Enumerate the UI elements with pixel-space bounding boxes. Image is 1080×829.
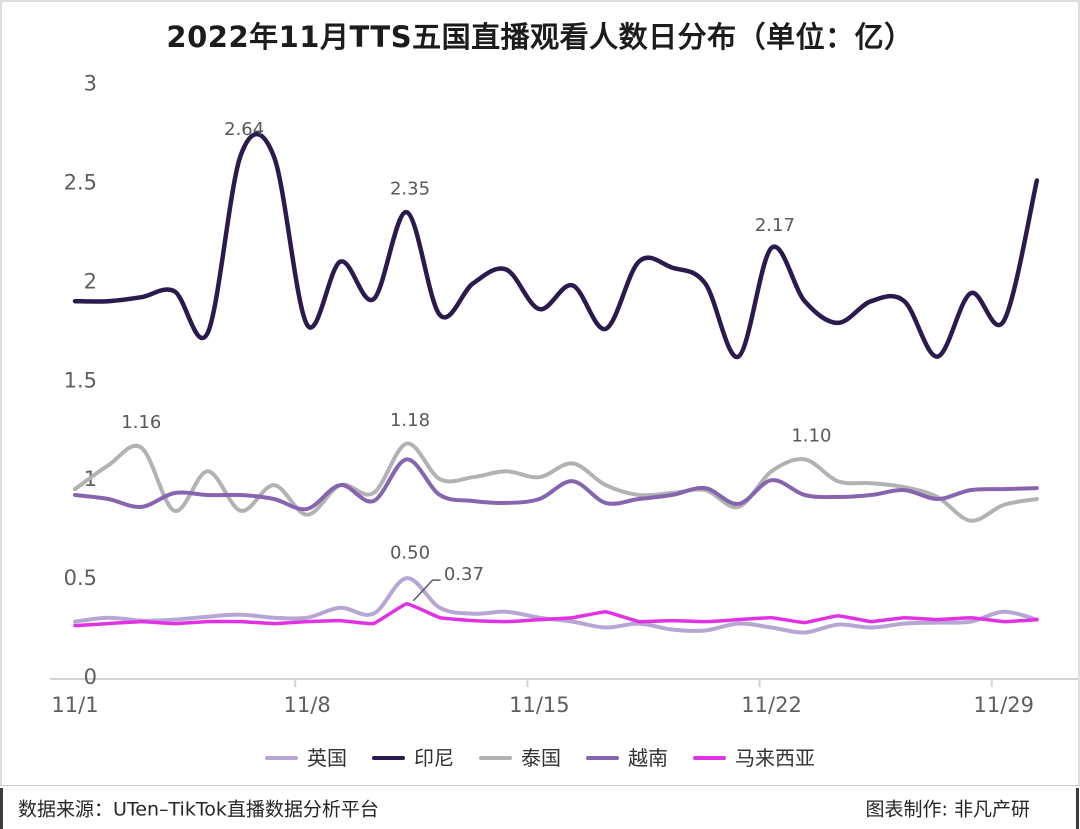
legend-label-uk: 英国: [307, 746, 347, 770]
series-line-thailand: [73, 441, 1039, 523]
series-line-indonesia: [72, 131, 1040, 359]
data-label-0.50: 0.50: [390, 542, 430, 563]
data-label-1.18: 1.18: [390, 410, 430, 431]
legend-label-vietnam: 越南: [628, 746, 668, 770]
y-axis-label: 1.5: [64, 368, 97, 392]
x-axis-label: 11/29: [973, 693, 1034, 717]
legend-item-vietnam[interactable]: 越南: [586, 748, 668, 768]
legend-label-malaysia: 马来西亚: [735, 746, 815, 770]
card-border-left: [0, 0, 2, 786]
legend-swatch-malaysia: [693, 756, 726, 760]
line-chart: 11/1 11/8 11/15 11/22 11/2900.511.522.532.64…: [50, 72, 1078, 717]
data-label-1.16: 1.16: [121, 412, 161, 433]
y-axis-label: 3: [84, 72, 97, 96]
chart-credit-text: 图表制作: 非凡产研: [865, 798, 1030, 820]
legend-swatch-vietnam: [586, 756, 619, 760]
y-axis-label: 2.5: [64, 171, 97, 195]
legend-item-thailand[interactable]: 泰国: [479, 748, 561, 768]
y-axis-label: 0.5: [64, 566, 97, 590]
legend-item-malaysia[interactable]: 马来西亚: [693, 748, 815, 768]
data-label-1.10: 1.10: [791, 426, 831, 447]
data-label-2.35: 2.35: [390, 178, 430, 199]
legend-item-uk[interactable]: 英国: [265, 748, 347, 768]
legend-item-indonesia[interactable]: 印尼: [372, 748, 454, 768]
x-axis-label: 11/22: [741, 693, 802, 717]
y-axis-label: 0: [84, 665, 97, 689]
series-line-vietnam: [73, 457, 1039, 512]
annotation-leader-line: [412, 579, 441, 602]
series-line-uk: [73, 576, 1039, 635]
x-axis-label: 11/15: [509, 693, 570, 717]
legend-swatch-thailand: [479, 756, 512, 760]
legend-swatch-uk: [265, 756, 298, 760]
x-axis-label: 11/8: [284, 693, 331, 717]
x-axis-label: 11/1: [51, 693, 98, 717]
footer-border-right: [1076, 788, 1079, 829]
data-label-2.17: 2.17: [755, 215, 795, 236]
y-axis-label: 2: [84, 269, 97, 293]
card-border-right: [1078, 0, 1080, 786]
card-border-top: [0, 0, 1080, 2]
card-divider: [0, 785, 1080, 786]
footer-border-left: [0, 788, 3, 829]
series-line-malaysia: [73, 602, 1039, 628]
footer: 数据来源：UTen–TikTok直播数据分析平台 图表制作: 非凡产研: [0, 786, 1080, 829]
legend-label-indonesia: 印尼: [414, 746, 454, 770]
data-source-text: 数据来源：UTen–TikTok直播数据分析平台: [18, 798, 379, 820]
chart-title: 2022年11月TTS五国直播观看人数日分布（单位：亿）: [166, 20, 914, 54]
legend-swatch-indonesia: [372, 756, 405, 760]
data-label-0.37: 0.37: [444, 564, 484, 585]
chart-legend: 英国 印尼 泰国 越南 马来西亚: [0, 743, 1080, 773]
legend-label-thailand: 泰国: [521, 746, 561, 770]
data-label-2.64: 2.64: [224, 119, 264, 140]
